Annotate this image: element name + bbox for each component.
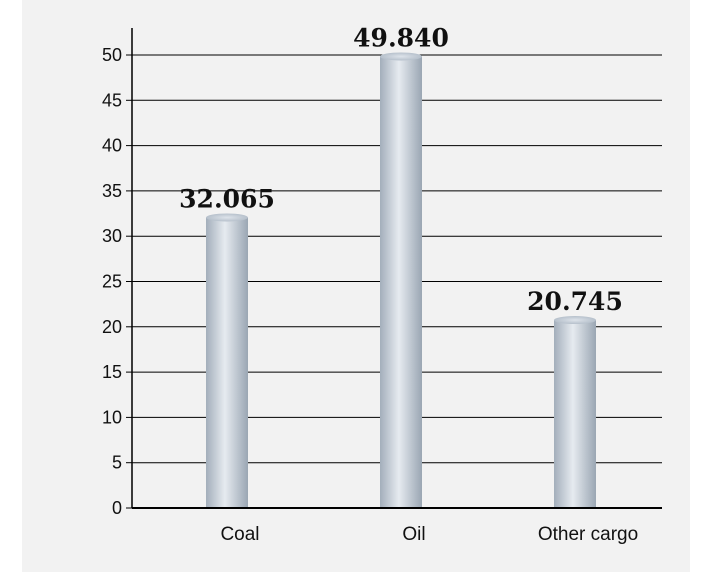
y-tick-label: 45 (102, 90, 122, 110)
data-label: 49.840 (353, 23, 449, 52)
y-tick-label: 50 (102, 45, 122, 65)
y-tick-label: 20 (102, 317, 122, 337)
y-tick-label: 10 (102, 407, 122, 427)
bars (206, 52, 596, 509)
y-tick-label: 40 (102, 136, 122, 156)
y-tick-label: 35 (102, 181, 122, 201)
bar (554, 316, 596, 508)
x-category-label: Other cargo (538, 524, 638, 545)
axes (131, 28, 662, 509)
data-label: 20.745 (527, 287, 623, 316)
y-axis-ticks: 0 5 10 15 20 25 30 35 40 45 50 (102, 45, 132, 518)
bar-cap (206, 213, 248, 222)
bar (380, 52, 422, 509)
bar-body (206, 217, 248, 509)
y-tick-label: 5 (112, 453, 122, 473)
bar-body (554, 320, 596, 508)
bar-cap (380, 52, 422, 61)
data-labels: 32.065 49.840 20.745 (179, 23, 623, 316)
bar-cap (554, 316, 596, 325)
x-axis-labels: Coal Oil Other cargo (220, 524, 638, 545)
x-category-label: Oil (402, 524, 425, 545)
data-label: 32.065 (179, 184, 275, 213)
y-tick-label: 30 (102, 226, 122, 246)
x-category-label: Coal (220, 524, 259, 545)
bar (206, 213, 248, 509)
y-tick-label: 0 (112, 498, 122, 518)
bar-body (380, 56, 422, 509)
y-tick-label: 15 (102, 362, 122, 382)
y-tick-label: 25 (102, 272, 122, 292)
